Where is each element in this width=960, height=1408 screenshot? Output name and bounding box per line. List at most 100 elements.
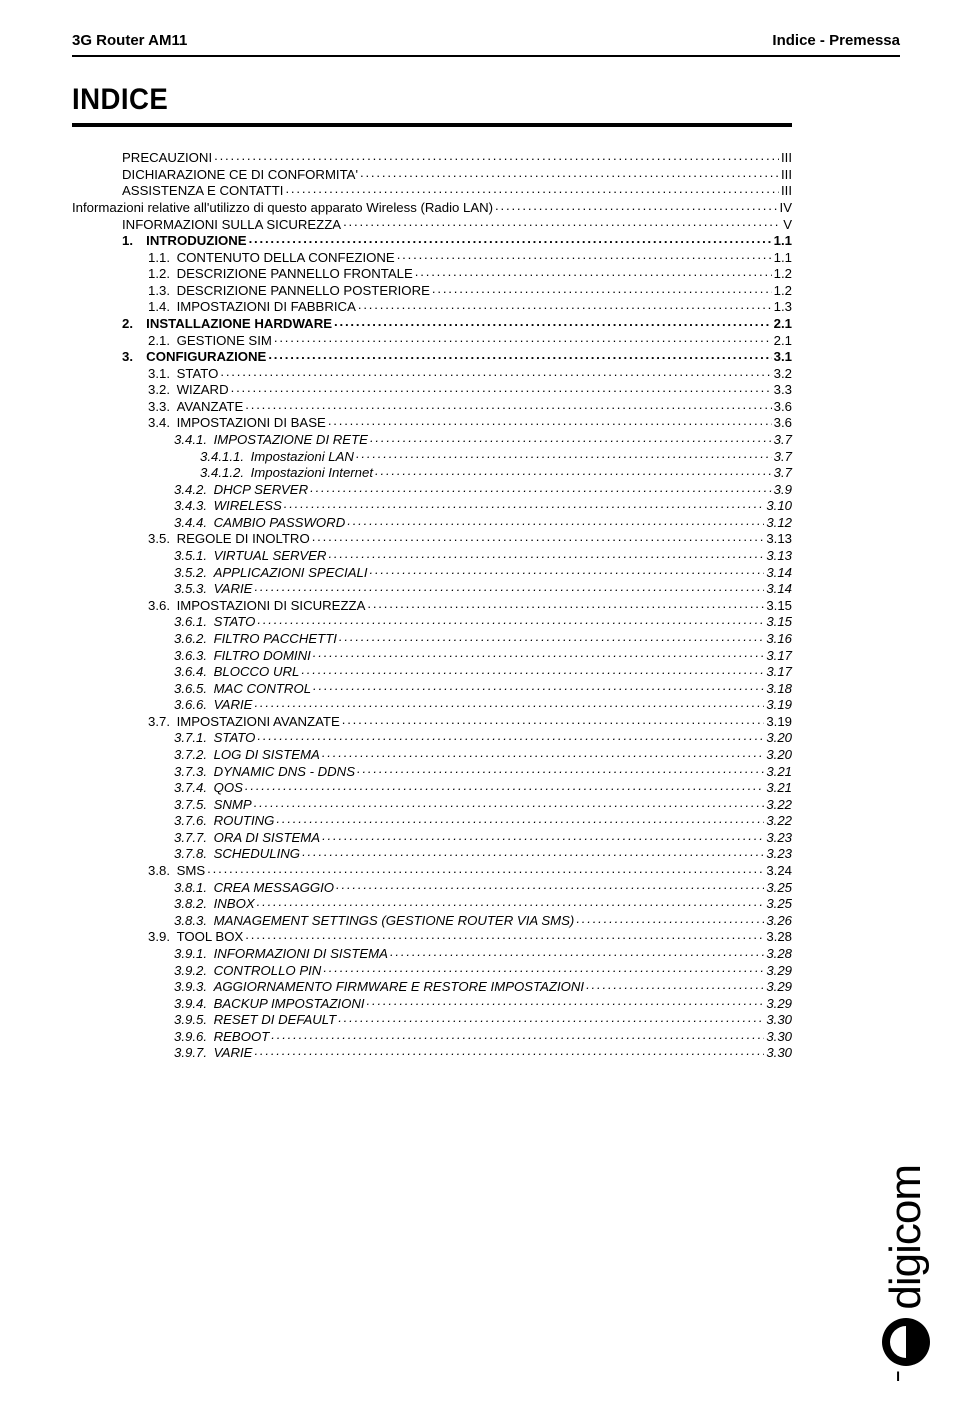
- toc-leader: [268, 348, 771, 361]
- toc-page: 3.22: [766, 814, 792, 827]
- toc-label: 3.5.1. VIRTUAL SERVER: [174, 549, 326, 562]
- toc-leader: [302, 845, 764, 858]
- toc-page: 3.13: [766, 532, 792, 545]
- toc-label: 3.6.3. FILTRO DOMINI: [174, 649, 311, 662]
- toc-label: 2. INSTALLAZIONE HARDWARE: [122, 317, 332, 330]
- toc-label: 3.7.7. ORA DI SISTEMA: [174, 831, 320, 844]
- toc-page: 3.7: [774, 466, 792, 479]
- toc-leader: [313, 680, 764, 693]
- toc-leader: [312, 530, 765, 543]
- toc-page: III: [781, 151, 792, 164]
- toc-label: 1.4. IMPOSTAZIONI DI FABBRICA: [148, 300, 356, 313]
- toc-page: 3.30: [766, 1030, 792, 1043]
- toc-row: 3.4.1. IMPOSTAZIONE DI RETE3.7: [72, 431, 792, 446]
- toc-page: 3.7: [774, 450, 792, 463]
- section-title: INDICE: [72, 83, 834, 117]
- toc-label: 3.4.1.1. Impostazioni LAN: [200, 450, 354, 463]
- toc-leader: [397, 248, 772, 261]
- page-header: 3G Router AM11 Indice - Premessa: [72, 32, 900, 49]
- toc-label: 3.4.1.2. Impostazioni Internet: [200, 466, 373, 479]
- toc-label: 3.7.3. DYNAMIC DNS - DDNS: [174, 765, 355, 778]
- toc-label: 3.9.6. REBOOT: [174, 1030, 269, 1043]
- toc-row: 3.8.2. INBOX3.25: [72, 895, 792, 910]
- toc-label: 3.8.1. CREA MESSAGGIO: [174, 881, 334, 894]
- toc-page: 3.22: [766, 798, 792, 811]
- header-right: Indice - Premessa: [772, 32, 900, 49]
- toc-page: 3.2: [774, 367, 792, 380]
- toc-page: 3.26: [766, 914, 792, 927]
- toc-leader: [343, 215, 781, 228]
- toc-label: 3.9.1. INFORMAZIONI DI SISTEMA: [174, 947, 388, 960]
- toc-label: 3.7. IMPOSTAZIONI AVANZATE: [148, 715, 340, 728]
- toc-leader: [322, 829, 764, 842]
- toc-label: INFORMAZIONI SULLA SICUREZZA: [122, 218, 341, 231]
- toc-label: PRECAUZIONI: [122, 151, 212, 164]
- toc-page: 3.20: [766, 731, 792, 744]
- toc-row: 1.4. IMPOSTAZIONI DI FABBRICA 1.3: [72, 298, 792, 313]
- toc-leader: [342, 713, 765, 726]
- toc-row: 3.9.3. AGGIORNAMENTO FIRMWARE E RESTORE …: [72, 978, 792, 993]
- toc-row: 1.1. CONTENUTO DELLA CONFEZIONE1.1: [72, 248, 792, 263]
- toc-row: 3.8.1. CREA MESSAGGIO3.25: [72, 878, 792, 893]
- toc-leader: [328, 547, 764, 560]
- toc-label: 3.8.3. MANAGEMENT SETTINGS (GESTIONE ROU…: [174, 914, 574, 927]
- toc-label: 3.6.4. BLOCCO URL: [174, 665, 299, 678]
- toc-row: 3.7.2. LOG DI SISTEMA3.20: [72, 746, 792, 761]
- toc-leader: [367, 994, 765, 1007]
- toc-label: 3.6.1. STATO: [174, 615, 255, 628]
- toc-row: 3.7.7. ORA DI SISTEMA3.23: [72, 829, 792, 844]
- toc-leader: [231, 381, 772, 394]
- toc-page: 3.14: [766, 566, 792, 579]
- toc-label: 3.5.3. VARIE: [174, 582, 252, 595]
- toc-page: 1.2: [774, 284, 792, 297]
- toc-page: 3.21: [766, 765, 792, 778]
- toc-leader: [257, 895, 765, 908]
- toc-row: 3.6.1. STATO3.15: [72, 613, 792, 628]
- toc-leader: [207, 862, 764, 875]
- toc-row: 3.3. AVANZATE3.6: [72, 398, 792, 413]
- toc-page: 3.7: [774, 433, 792, 446]
- toc-leader: [245, 779, 764, 792]
- toc-label: 3.9.5. RESET DI DEFAULT: [174, 1013, 336, 1026]
- toc-label: 3.7.1. STATO: [174, 731, 255, 744]
- toc-label: 3.6. IMPOSTAZIONI DI SICUREZZA: [148, 599, 365, 612]
- toc-leader: [356, 447, 772, 460]
- toc-leader: [276, 812, 764, 825]
- toc-label: 3.6.2. FILTRO PACCHETTI: [174, 632, 337, 645]
- toc-label: 3. CONFIGURAZIONE: [122, 350, 266, 363]
- toc-leader: [323, 961, 764, 974]
- toc-label: 3.6.6. VARIE: [174, 698, 252, 711]
- toc-row: 3.9.6. REBOOT 3.30: [72, 1028, 792, 1043]
- toc-page: 1.3: [774, 300, 792, 313]
- toc-leader: [254, 580, 764, 593]
- toc-label: 1.1. CONTENUTO DELLA CONFEZIONE: [148, 251, 395, 264]
- toc-label: 3.7.5. SNMP: [174, 798, 252, 811]
- toc-row: 3.4.1.1. Impostazioni LAN 3.7: [72, 447, 792, 462]
- toc-row: 3.2. WIZARD3.3: [72, 381, 792, 396]
- toc-leader: [334, 315, 772, 328]
- toc-row: PRECAUZIONI III: [72, 149, 792, 164]
- toc-row: 2. INSTALLAZIONE HARDWARE2.1: [72, 315, 792, 330]
- toc-row: 1.3. DESCRIZIONE PANNELLO POSTERIORE 1.2: [72, 282, 792, 297]
- toc-leader: [367, 597, 764, 610]
- toc-label: 3.9. TOOL BOX: [148, 930, 243, 943]
- toc-page: 3.28: [766, 930, 792, 943]
- table-of-contents: PRECAUZIONI III DICHIARAZIONE CE DI CONFOR…: [72, 149, 792, 1060]
- toc-label: 3.8. SMS: [148, 864, 205, 877]
- toc-label: 3.5. REGOLE DI INOLTRO: [148, 532, 310, 545]
- toc-row: 3.7.1. STATO 3.20: [72, 729, 792, 744]
- toc-page: 3.30: [766, 1046, 792, 1059]
- toc-leader: [322, 746, 764, 759]
- toc-label: 1.3. DESCRIZIONE PANNELLO POSTERIORE: [148, 284, 430, 297]
- toc-leader: [274, 331, 772, 344]
- toc-row: 3.7.6. ROUTING3.22: [72, 812, 792, 827]
- toc-leader: [301, 663, 764, 676]
- toc-row: 3. CONFIGURAZIONE 3.1: [72, 348, 792, 363]
- toc-page: 3.1: [774, 350, 792, 363]
- toc-label: 1. INTRODUZIONE: [122, 234, 247, 247]
- toc-page: III: [781, 184, 792, 197]
- toc-leader: [249, 232, 772, 245]
- brand-logo-icon: [880, 1316, 932, 1368]
- toc-page: 3.15: [766, 599, 792, 612]
- toc-row: DICHIARAZIONE CE DI CONFORMITA'III: [72, 166, 792, 181]
